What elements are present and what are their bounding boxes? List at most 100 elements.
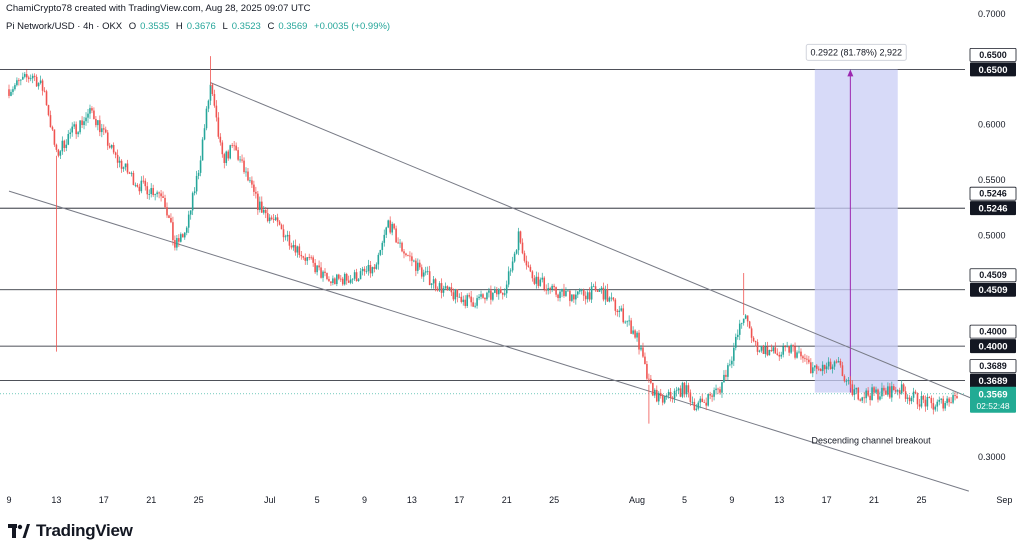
candle-body (729, 364, 731, 366)
candle-body (247, 171, 249, 181)
candle-body (713, 390, 715, 397)
candle-body (584, 295, 587, 300)
candle-body (27, 77, 30, 79)
candle-body (744, 315, 747, 319)
high-label: H (175, 21, 183, 32)
price-level-tag-label: 0.3689 (979, 361, 1007, 371)
candle-body (492, 292, 494, 300)
candle-body (359, 271, 362, 280)
candle-body (861, 397, 863, 401)
candle-body (69, 132, 72, 135)
low-label: L (222, 21, 228, 32)
x-tick-label: 17 (822, 495, 832, 505)
tradingview-logo-text: TradingView (36, 521, 133, 540)
candle-body (363, 268, 366, 272)
candle-body (659, 392, 662, 396)
candle-body (766, 346, 769, 356)
candle-body (515, 250, 518, 254)
candle-body (336, 274, 338, 285)
candle-body (373, 267, 376, 269)
candle-body (843, 376, 846, 382)
candle-body (620, 308, 623, 311)
x-tick-label: 13 (407, 495, 417, 505)
candle-body (596, 290, 599, 292)
candle-body (156, 192, 158, 195)
x-tick-label: 9 (729, 495, 734, 505)
candle-body (656, 389, 658, 402)
candle-body (521, 242, 524, 254)
candle-body (598, 289, 601, 292)
candle-body (691, 401, 694, 403)
candle-body (823, 364, 826, 370)
candle-body (948, 398, 950, 403)
candle-body (31, 75, 34, 79)
candle-body (677, 388, 680, 391)
candle-body (727, 365, 729, 377)
candle-body (466, 295, 468, 306)
candle-body (401, 242, 403, 252)
candle-body (274, 217, 277, 220)
low-value: 0.3523 (231, 21, 261, 32)
candle-body (104, 129, 107, 133)
tradingview-logo[interactable]: TradingView (8, 521, 133, 541)
candle-body (415, 260, 417, 271)
candle-body (650, 378, 652, 383)
candle-body (827, 361, 830, 367)
y-tick-label: 0.5500 (978, 175, 1006, 185)
candle-body (257, 193, 259, 211)
candle-body (377, 254, 380, 265)
candle-body (632, 330, 634, 334)
candle-body (873, 387, 875, 393)
candle-body (608, 297, 611, 302)
current-price-badge (970, 386, 1016, 413)
candle-body (432, 279, 435, 284)
candle-body (754, 341, 757, 343)
candle-body (225, 151, 228, 163)
candle-body (580, 289, 583, 291)
candle-body (33, 75, 36, 77)
candle-body (407, 255, 409, 256)
candle-body (29, 78, 32, 80)
candle-body (22, 76, 24, 80)
candle-body (723, 374, 725, 383)
candle-body (646, 363, 648, 379)
candle-body (616, 310, 619, 312)
candle-body (792, 345, 794, 347)
candle-body (511, 261, 514, 271)
symbol-label[interactable]: Pi Network/USD · 4h · OKX (6, 21, 123, 32)
candle-body (841, 365, 844, 377)
candle-body (634, 330, 636, 338)
candle-body (762, 345, 765, 355)
price-level-tag-label: 0.4000 (979, 327, 1007, 337)
candle-body (353, 272, 356, 279)
candle-body (851, 384, 854, 395)
candle-body (902, 384, 905, 392)
candle-body (99, 120, 101, 133)
candle-body (189, 210, 192, 215)
candle-body (561, 289, 563, 292)
candle-body (602, 287, 605, 300)
candle-body (760, 345, 763, 351)
candle-body (338, 274, 340, 279)
candle-body (474, 305, 476, 307)
candle-body (417, 262, 419, 271)
candle-body (612, 297, 615, 300)
chart-byline: ChamiCrypto78 created with TradingView.c… (6, 3, 311, 14)
candle-body (501, 292, 504, 295)
candle-body (525, 260, 528, 266)
candle-body (871, 387, 873, 401)
candle-body (221, 142, 224, 155)
candle-body (875, 389, 877, 393)
candle-body (543, 277, 546, 290)
candle-body (438, 283, 441, 291)
candle-body (300, 254, 303, 257)
candle-body (638, 332, 640, 350)
bar-countdown-label: 02:52:48 (976, 401, 1009, 411)
price-level-badge (970, 201, 1016, 216)
high-value: 0.3676 (186, 21, 216, 32)
candle-body (924, 399, 927, 407)
candle-body (160, 193, 162, 197)
candle-body (600, 287, 603, 290)
candle-body (498, 289, 500, 295)
